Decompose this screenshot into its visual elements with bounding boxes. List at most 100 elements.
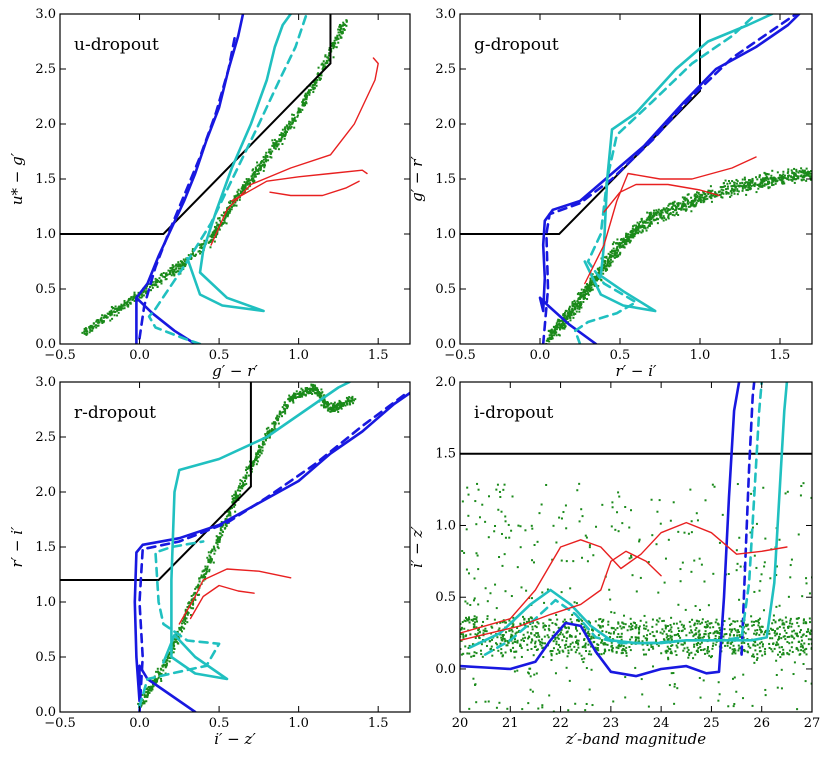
- scatter-point: [625, 235, 628, 238]
- scatter-point: [587, 653, 590, 656]
- scatter-point: [694, 198, 697, 201]
- scatter-point: [274, 147, 277, 150]
- scatter-point: [793, 174, 796, 177]
- scatter-point: [328, 407, 331, 410]
- scatter-point: [589, 287, 592, 290]
- scatter-point: [469, 633, 472, 636]
- scatter-point: [216, 233, 219, 236]
- scatter-point: [337, 28, 340, 31]
- scatter-point: [712, 626, 715, 629]
- scatter-point: [781, 182, 784, 185]
- scatter-point: [717, 699, 720, 702]
- scatter-point: [201, 576, 204, 579]
- scatter-point: [697, 630, 700, 633]
- scatter-point: [551, 558, 554, 561]
- scatter-point: [174, 638, 177, 641]
- scatter-point: [498, 627, 501, 630]
- scatter-point: [801, 644, 804, 647]
- scatter-point: [466, 602, 469, 605]
- scatter-point: [630, 556, 633, 559]
- scatter-point: [268, 430, 271, 433]
- scatter-point: [260, 160, 263, 163]
- scatter-point: [699, 643, 702, 646]
- scatter-point: [499, 642, 502, 645]
- y-tick-label: 1.5: [435, 172, 456, 187]
- scatter-point: [783, 174, 786, 177]
- scatter-point: [305, 102, 308, 105]
- scatter-point: [662, 207, 665, 210]
- scatter-point: [490, 647, 493, 650]
- x-tick-label: 0.5: [610, 348, 631, 363]
- scatter-point: [780, 646, 783, 649]
- scatter-point: [569, 587, 572, 590]
- scatter-point: [218, 536, 221, 539]
- scatter-point: [778, 651, 781, 654]
- scatter-point: [780, 668, 783, 671]
- scatter-point: [95, 326, 98, 329]
- scatter-point: [723, 633, 726, 636]
- scatter-point: [185, 617, 188, 620]
- scatter-point: [172, 651, 175, 654]
- scatter-point: [347, 400, 350, 403]
- scatter-point: [116, 308, 119, 311]
- scatter-point: [278, 140, 281, 143]
- scatter-point: [610, 641, 613, 644]
- scatter-point: [465, 568, 468, 571]
- scatter-point: [535, 636, 538, 639]
- scatter-point: [155, 281, 158, 284]
- scatter-point: [586, 632, 589, 635]
- scatter-point: [669, 634, 672, 637]
- scatter-point: [786, 652, 789, 655]
- scatter-point: [580, 302, 583, 305]
- scatter-point: [786, 625, 789, 628]
- scatter-point: [208, 559, 211, 562]
- y-tick-label: 1.0: [435, 227, 456, 242]
- scatter-point: [800, 643, 803, 646]
- scatter-point: [143, 700, 146, 703]
- scatter-point: [274, 144, 277, 147]
- scatter-point: [561, 327, 564, 330]
- scatter-point: [641, 643, 644, 646]
- scatter-point: [198, 585, 201, 588]
- scatter-point: [550, 328, 553, 331]
- scatter-point: [631, 574, 634, 577]
- y-tick-label: 2.0: [435, 117, 456, 132]
- scatter-point: [771, 637, 774, 640]
- scatter-point: [257, 450, 260, 453]
- scatter-point: [239, 190, 242, 193]
- scatter-point: [659, 209, 662, 212]
- scatter-point: [521, 637, 524, 640]
- scatter-point: [801, 595, 804, 598]
- scatter-point: [280, 137, 283, 140]
- scatter-point: [257, 172, 260, 175]
- scatter-point: [556, 320, 559, 323]
- scatter-point: [578, 293, 581, 296]
- scatter-point: [328, 48, 331, 51]
- scatter-point: [647, 561, 650, 564]
- scatter-point: [718, 541, 721, 544]
- scatter-point: [460, 648, 462, 651]
- scatter-point: [514, 632, 517, 635]
- scatter-point: [166, 662, 169, 665]
- scatter-point: [778, 635, 781, 638]
- scatter-point: [765, 179, 768, 182]
- scatter-point: [643, 653, 646, 656]
- scatter-point: [515, 650, 518, 653]
- scatter-point: [620, 242, 623, 245]
- scatter-point: [190, 257, 193, 260]
- scatter-point: [673, 683, 676, 686]
- scatter-point: [469, 604, 472, 607]
- scatter-point: [669, 202, 672, 205]
- scatter-point: [196, 593, 199, 596]
- scatter-point: [802, 663, 805, 666]
- scatter-point: [551, 334, 554, 337]
- scatter-point: [158, 673, 161, 676]
- scatter-point: [516, 669, 519, 672]
- scatter-point: [498, 490, 501, 493]
- scatter-point: [276, 414, 279, 417]
- scatter-point: [724, 644, 727, 647]
- scatter-point: [583, 291, 586, 294]
- scatter-point: [565, 640, 568, 643]
- scatter-point: [111, 307, 114, 310]
- scatter-point: [607, 258, 610, 261]
